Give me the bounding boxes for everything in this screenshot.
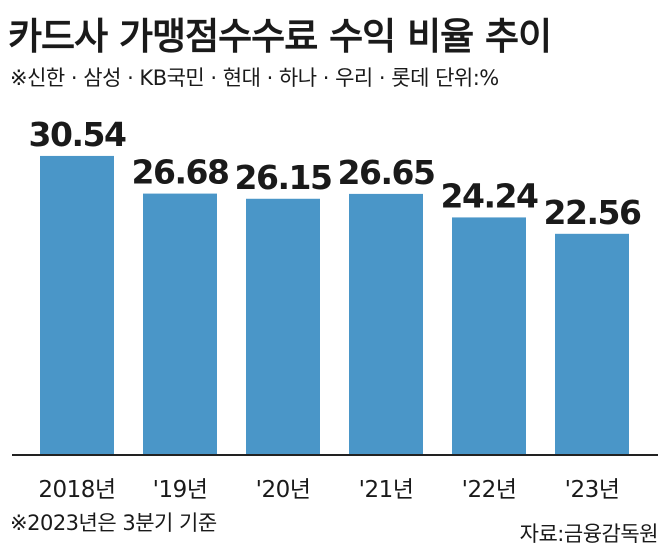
source-note: 자료:금융감독원 bbox=[519, 522, 659, 546]
x-tick-label-4: '21년 bbox=[359, 477, 414, 503]
value-label-5: 24.24 bbox=[441, 176, 538, 215]
chart-title: 카드사 가맹점수수료 수익 비율 추이 bbox=[8, 15, 552, 58]
bar-2 bbox=[143, 193, 217, 454]
x-tick-label-1: 2018년 bbox=[38, 477, 115, 503]
bar-5 bbox=[452, 217, 526, 454]
value-label-6: 22.56 bbox=[544, 193, 641, 232]
x-tick-labels-layer: 2018년 '19년 '20년 '21년 '22년 '23년 bbox=[38, 477, 619, 503]
x-tick-label-3: '20년 bbox=[256, 477, 311, 503]
x-tick-label-2: '19년 bbox=[153, 477, 208, 503]
bar-3 bbox=[246, 198, 320, 454]
value-label-4: 26.65 bbox=[338, 153, 435, 192]
bars-layer bbox=[40, 155, 629, 454]
bar-6 bbox=[555, 233, 629, 454]
x-tick-label-6: '23년 bbox=[565, 477, 620, 503]
bar-1 bbox=[40, 155, 114, 454]
x-tick-label-5: '22년 bbox=[462, 477, 517, 503]
footnote: ※2023년은 3분기 기준 bbox=[10, 511, 217, 535]
bar-4 bbox=[349, 193, 423, 454]
value-label-1: 30.54 bbox=[29, 115, 126, 154]
chart-subtitle: ※신한 · 삼성 · KB국민 · 현대 · 하나 · 우리 · 롯데 단위:% bbox=[10, 66, 499, 90]
value-label-3: 26.15 bbox=[235, 158, 332, 197]
value-label-2: 26.68 bbox=[132, 153, 229, 192]
